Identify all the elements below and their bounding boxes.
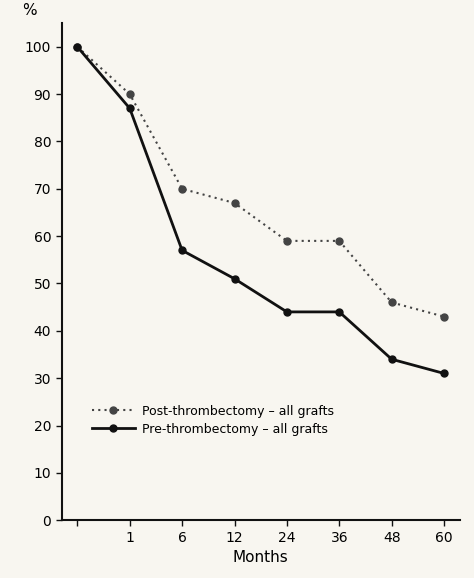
Pre-thrombectomy – all grafts [74,43,80,50]
Post-thrombectomy – all grafts [284,238,290,244]
Post-thrombectomy – all grafts [232,199,237,206]
Post-thrombectomy – all grafts [127,91,133,98]
Text: %: % [22,3,36,18]
Post-thrombectomy – all grafts [389,299,394,306]
Line: Post-thrombectomy – all grafts: Post-thrombectomy – all grafts [74,43,447,320]
Legend: Post-thrombectomy – all grafts, Pre-thrombectomy – all grafts: Post-thrombectomy – all grafts, Pre-thro… [88,401,337,439]
Post-thrombectomy – all grafts [74,43,80,50]
Post-thrombectomy – all grafts [337,238,342,244]
Pre-thrombectomy – all grafts [389,356,394,363]
Pre-thrombectomy – all grafts [179,247,185,254]
Pre-thrombectomy – all grafts [284,309,290,316]
Line: Pre-thrombectomy – all grafts: Pre-thrombectomy – all grafts [74,43,447,377]
X-axis label: Months: Months [233,550,289,565]
Post-thrombectomy – all grafts [441,313,447,320]
Pre-thrombectomy – all grafts [337,309,342,316]
Pre-thrombectomy – all grafts [441,370,447,377]
Pre-thrombectomy – all grafts [127,105,133,112]
Post-thrombectomy – all grafts [179,186,185,192]
Pre-thrombectomy – all grafts [232,275,237,282]
